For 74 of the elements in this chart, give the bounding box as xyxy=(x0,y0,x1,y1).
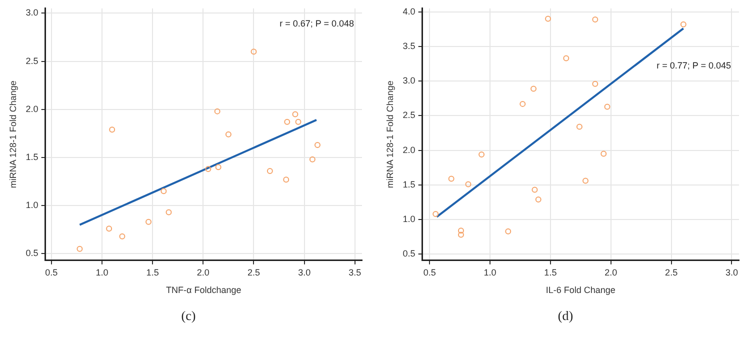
point xyxy=(563,55,570,62)
point xyxy=(576,124,582,130)
point xyxy=(432,211,439,218)
point xyxy=(76,246,83,252)
point xyxy=(582,178,588,184)
y-tick-label: 2.0 xyxy=(402,144,416,155)
x-tick-label: 2.0 xyxy=(196,267,210,278)
point xyxy=(680,21,686,28)
point xyxy=(505,228,512,234)
annotation: r = 0.77; P = 0.045 xyxy=(656,60,731,70)
y-tick-label: 1.5 xyxy=(26,152,38,162)
point xyxy=(535,196,542,202)
text: (c) xyxy=(180,308,197,324)
x-tick-label: 3.0 xyxy=(298,267,311,278)
x-tick-label: 3.0 xyxy=(725,267,738,278)
annotation: r = 0.67; P = 0.048 xyxy=(280,18,354,28)
point xyxy=(205,166,212,172)
point xyxy=(604,104,610,110)
point xyxy=(166,209,172,216)
point xyxy=(520,100,526,107)
y-axis-title: miRNA 128-1 Fold Change xyxy=(384,80,395,188)
point xyxy=(545,16,552,22)
y-tick-label: 3.0 xyxy=(26,8,38,18)
point xyxy=(284,118,290,125)
y-tick-label: 2.5 xyxy=(26,56,38,66)
x-tick-label: 1.5 xyxy=(146,267,159,278)
point xyxy=(309,156,316,162)
point xyxy=(266,168,273,174)
y-tick-label: 2.5 xyxy=(402,110,416,120)
y-tick-label: 1.0 xyxy=(26,200,38,210)
point xyxy=(592,80,598,87)
y-tick-label: 2.0 xyxy=(26,104,38,114)
x-axis-title: IL-6 Fold Change xyxy=(546,285,616,296)
y-tick-label: 0.5 xyxy=(26,248,38,258)
point xyxy=(250,48,257,55)
point xyxy=(465,181,472,188)
y-tick-label: 4.0 xyxy=(402,6,416,16)
y-tick-label: 1.0 xyxy=(402,214,416,224)
point xyxy=(600,150,607,157)
point xyxy=(119,233,126,240)
point xyxy=(160,188,167,194)
point xyxy=(458,228,464,234)
point xyxy=(283,176,290,183)
y-tick-label: 3.5 xyxy=(402,40,416,51)
x-tick-label: 1.0 xyxy=(484,267,496,278)
point xyxy=(478,151,485,158)
point xyxy=(146,218,152,225)
x-tick-label: 2.0 xyxy=(604,267,618,278)
x-tick-label: 3.5 xyxy=(348,267,362,278)
point xyxy=(448,176,454,182)
point xyxy=(592,16,598,22)
x-tick-label: 0.5 xyxy=(45,267,58,278)
y-tick-label: 1.5 xyxy=(402,179,416,190)
point xyxy=(292,111,298,118)
y-tick-label: 0.5 xyxy=(402,248,416,259)
y-axis-title: miRNA 128-1 Fold Change xyxy=(8,80,18,188)
point xyxy=(458,232,464,238)
y-tick-label: 3.0 xyxy=(402,76,416,86)
x-tick-label: 0.5 xyxy=(423,267,436,278)
x-tick-label: 2.5 xyxy=(247,267,260,278)
point xyxy=(109,126,116,133)
text: (d) xyxy=(556,308,574,324)
point xyxy=(295,118,302,125)
point xyxy=(106,226,112,232)
point xyxy=(530,86,537,92)
point xyxy=(532,186,538,193)
point xyxy=(215,164,222,170)
point xyxy=(214,108,220,114)
point xyxy=(225,131,232,138)
x-tick-label: 1.0 xyxy=(96,267,108,278)
x-axis-title: TNF-α Foldchange xyxy=(166,285,242,296)
x-tick-label: 2.5 xyxy=(665,267,678,278)
point xyxy=(314,142,320,148)
x-tick-label: 1.5 xyxy=(544,267,557,278)
